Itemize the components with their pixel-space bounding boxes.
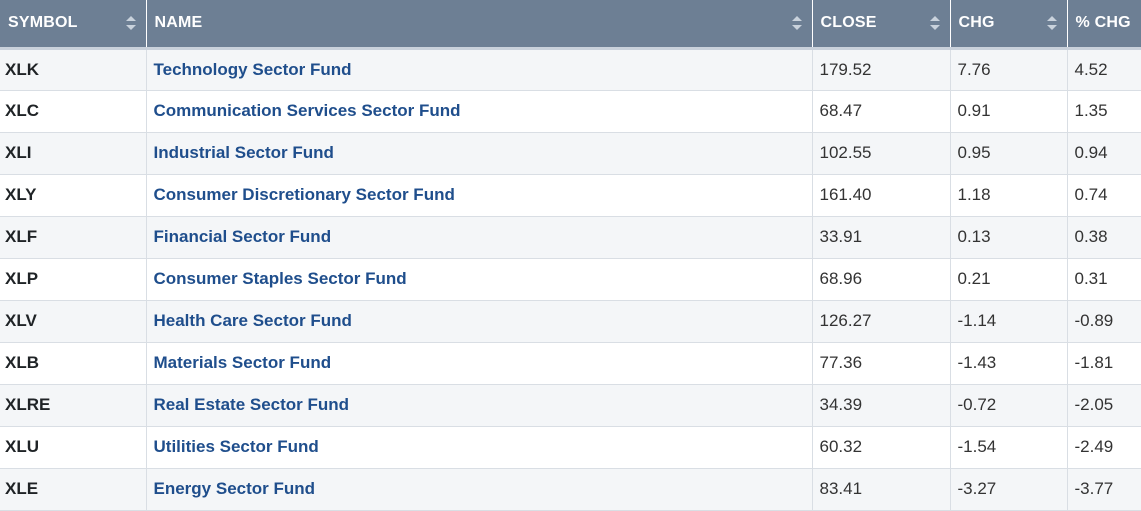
column-header-pct-chg[interactable]: % CHG bbox=[1067, 0, 1141, 50]
pct-chg-cell: 0.94 bbox=[1067, 132, 1141, 175]
table-row: XLRE Real Estate Sector Fund 34.39 -0.72… bbox=[0, 384, 1141, 427]
pct-chg-cell: 4.52 bbox=[1067, 48, 1141, 91]
symbol-cell: XLK bbox=[0, 48, 147, 91]
fund-name-link[interactable]: Real Estate Sector Fund bbox=[153, 395, 350, 414]
column-header-label: NAME bbox=[154, 14, 203, 32]
symbol-cell: XLC bbox=[0, 90, 147, 133]
name-cell: Communication Services Sector Fund bbox=[146, 90, 813, 133]
close-cell: 161.40 bbox=[812, 174, 951, 217]
chg-cell: 0.13 bbox=[950, 216, 1068, 259]
fund-name-link[interactable]: Consumer Discretionary Sector Fund bbox=[153, 185, 455, 204]
column-header-chg[interactable]: CHG bbox=[950, 0, 1068, 50]
fund-name-link[interactable]: Industrial Sector Fund bbox=[153, 143, 334, 162]
sort-arrows-icon[interactable] bbox=[125, 16, 136, 31]
name-cell: Industrial Sector Fund bbox=[146, 132, 813, 175]
symbol-cell: XLRE bbox=[0, 384, 147, 427]
pct-chg-cell: -3.77 bbox=[1067, 468, 1141, 511]
close-cell: 179.52 bbox=[812, 48, 951, 91]
pct-chg-cell: 0.74 bbox=[1067, 174, 1141, 217]
table-row: XLI Industrial Sector Fund 102.55 0.95 0… bbox=[0, 132, 1141, 175]
symbol-cell: XLE bbox=[0, 468, 147, 511]
column-header-label: SYMBOL bbox=[8, 14, 78, 32]
name-cell: Consumer Staples Sector Fund bbox=[146, 258, 813, 301]
chg-cell: -3.27 bbox=[950, 468, 1068, 511]
symbol-cell: XLV bbox=[0, 300, 147, 343]
fund-name-link[interactable]: Utilities Sector Fund bbox=[153, 437, 319, 456]
table-body: XLK Technology Sector Fund 179.52 7.76 4… bbox=[0, 48, 1141, 511]
fund-name-link[interactable]: Health Care Sector Fund bbox=[153, 311, 352, 330]
table-row: XLE Energy Sector Fund 83.41 -3.27 -3.77 bbox=[0, 468, 1141, 511]
symbol-cell: XLI bbox=[0, 132, 147, 175]
close-cell: 83.41 bbox=[812, 468, 951, 511]
name-cell: Health Care Sector Fund bbox=[146, 300, 813, 343]
table-row: XLY Consumer Discretionary Sector Fund 1… bbox=[0, 174, 1141, 217]
pct-chg-cell: 1.35 bbox=[1067, 90, 1141, 133]
chg-cell: -0.72 bbox=[950, 384, 1068, 427]
close-cell: 60.32 bbox=[812, 426, 951, 469]
chg-cell: -1.54 bbox=[950, 426, 1068, 469]
close-cell: 102.55 bbox=[812, 132, 951, 175]
close-cell: 34.39 bbox=[812, 384, 951, 427]
fund-name-link[interactable]: Energy Sector Fund bbox=[153, 479, 316, 498]
column-header-label: % CHG bbox=[1075, 14, 1131, 32]
pct-chg-cell: 0.31 bbox=[1067, 258, 1141, 301]
close-cell: 68.96 bbox=[812, 258, 951, 301]
symbol-cell: XLF bbox=[0, 216, 147, 259]
chg-cell: 0.21 bbox=[950, 258, 1068, 301]
chg-cell: 0.95 bbox=[950, 132, 1068, 175]
fund-name-link[interactable]: Technology Sector Fund bbox=[153, 59, 352, 79]
name-cell: Real Estate Sector Fund bbox=[146, 384, 813, 427]
fund-name-link[interactable]: Financial Sector Fund bbox=[153, 227, 332, 246]
table-row: XLK Technology Sector Fund 179.52 7.76 4… bbox=[0, 48, 1141, 91]
column-header-close[interactable]: CLOSE bbox=[812, 0, 951, 50]
pct-chg-cell: -2.05 bbox=[1067, 384, 1141, 427]
chg-cell: 1.18 bbox=[950, 174, 1068, 217]
pct-chg-cell: 0.38 bbox=[1067, 216, 1141, 259]
close-cell: 68.47 bbox=[812, 90, 951, 133]
sort-arrows-icon[interactable] bbox=[1046, 16, 1057, 31]
fund-name-link[interactable]: Consumer Staples Sector Fund bbox=[153, 269, 407, 288]
name-cell: Financial Sector Fund bbox=[146, 216, 813, 259]
table-row: XLU Utilities Sector Fund 60.32 -1.54 -2… bbox=[0, 426, 1141, 469]
table-row: XLV Health Care Sector Fund 126.27 -1.14… bbox=[0, 300, 1141, 343]
symbol-cell: XLY bbox=[0, 174, 147, 217]
chg-cell: -1.43 bbox=[950, 342, 1068, 385]
symbol-cell: XLP bbox=[0, 258, 147, 301]
close-cell: 77.36 bbox=[812, 342, 951, 385]
pct-chg-cell: -1.81 bbox=[1067, 342, 1141, 385]
name-cell: Materials Sector Fund bbox=[146, 342, 813, 385]
chg-cell: 0.91 bbox=[950, 90, 1068, 133]
table-row: XLP Consumer Staples Sector Fund 68.96 0… bbox=[0, 258, 1141, 301]
name-cell: Utilities Sector Fund bbox=[146, 426, 813, 469]
name-cell: Energy Sector Fund bbox=[146, 468, 813, 511]
pct-chg-cell: -0.89 bbox=[1067, 300, 1141, 343]
table-row: XLC Communication Services Sector Fund 6… bbox=[0, 90, 1141, 133]
fund-name-link[interactable]: Materials Sector Fund bbox=[153, 353, 332, 372]
column-header-label: CHG bbox=[958, 14, 995, 32]
pct-chg-cell: -2.49 bbox=[1067, 426, 1141, 469]
close-cell: 126.27 bbox=[812, 300, 951, 343]
table-row: XLF Financial Sector Fund 33.91 0.13 0.3… bbox=[0, 216, 1141, 259]
symbol-cell: XLB bbox=[0, 342, 147, 385]
chg-cell: -1.14 bbox=[950, 300, 1068, 343]
table-row: XLB Materials Sector Fund 77.36 -1.43 -1… bbox=[0, 342, 1141, 385]
sort-arrows-icon[interactable] bbox=[791, 16, 802, 31]
table-header: SYMBOL NAME CLOSE CHG % CHG bbox=[0, 0, 1141, 50]
fund-name-link[interactable]: Communication Services Sector Fund bbox=[153, 101, 461, 120]
column-header-symbol[interactable]: SYMBOL bbox=[0, 0, 147, 50]
symbol-cell: XLU bbox=[0, 426, 147, 469]
chg-cell: 7.76 bbox=[950, 48, 1068, 91]
sort-arrows-icon[interactable] bbox=[929, 16, 940, 31]
close-cell: 33.91 bbox=[812, 216, 951, 259]
header-row: SYMBOL NAME CLOSE CHG % CHG bbox=[0, 0, 1141, 50]
column-header-label: CLOSE bbox=[820, 14, 877, 32]
name-cell: Consumer Discretionary Sector Fund bbox=[146, 174, 813, 217]
name-cell: Technology Sector Fund bbox=[146, 48, 813, 91]
column-header-name[interactable]: NAME bbox=[146, 0, 813, 50]
